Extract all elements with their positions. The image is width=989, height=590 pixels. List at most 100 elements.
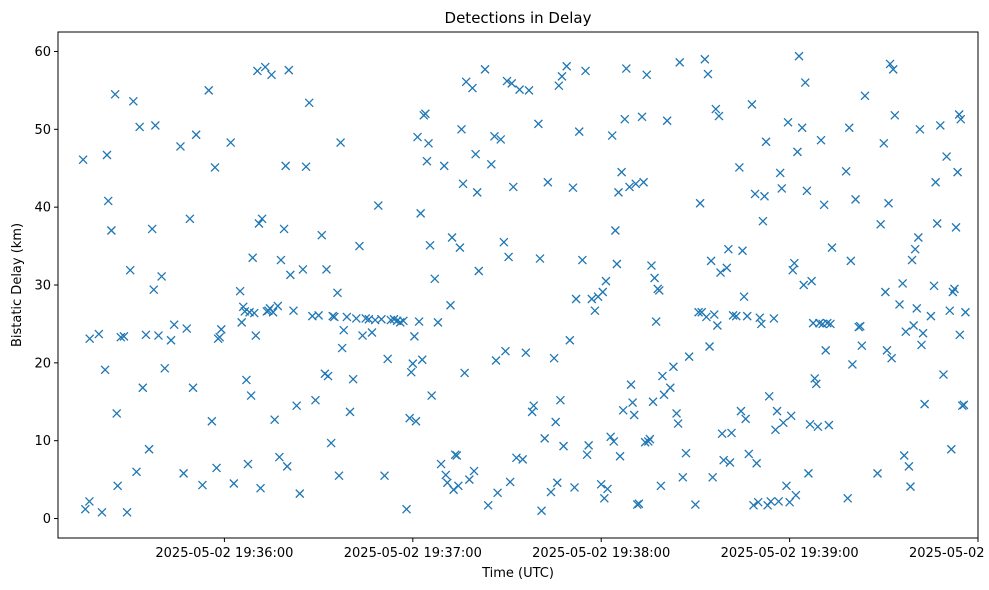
data-point	[135, 122, 145, 132]
y-axis-label: Bistatic Delay (km)	[10, 223, 25, 347]
data-point	[618, 405, 628, 415]
data-point	[317, 230, 327, 240]
data-point	[157, 271, 167, 281]
data-point	[651, 317, 661, 327]
data-point	[103, 196, 113, 206]
data-point	[813, 422, 823, 432]
data-point	[169, 320, 179, 330]
data-point	[106, 226, 116, 235]
data-point	[188, 383, 198, 393]
data-point	[565, 335, 575, 345]
data-point	[304, 98, 314, 108]
data-point	[504, 252, 514, 262]
data-point	[141, 330, 151, 340]
data-points	[78, 51, 970, 517]
data-point	[85, 334, 95, 344]
data-point	[229, 479, 239, 488]
data-point	[559, 441, 568, 451]
data-point	[533, 119, 543, 129]
data-point	[249, 308, 259, 318]
data-point	[491, 356, 501, 365]
data-point	[727, 428, 736, 438]
data-point	[405, 413, 415, 423]
data-point	[708, 472, 718, 482]
data-point	[725, 458, 735, 467]
data-point	[705, 342, 714, 351]
data-point	[690, 500, 700, 509]
data-point	[709, 310, 719, 320]
data-point	[499, 237, 509, 247]
data-point	[621, 64, 631, 74]
data-point	[216, 324, 226, 334]
data-point	[295, 489, 305, 499]
data-point	[753, 497, 763, 507]
data-point	[646, 261, 656, 270]
data-point	[612, 259, 622, 269]
data-point	[797, 123, 807, 133]
data-point	[284, 65, 294, 75]
data-point	[408, 359, 418, 369]
data-point	[125, 265, 135, 275]
data-point	[373, 201, 383, 211]
data-point	[441, 470, 451, 480]
data-point	[424, 138, 433, 148]
data-point	[254, 219, 264, 228]
data-point	[956, 114, 966, 124]
data-point	[955, 330, 965, 340]
data-point	[207, 416, 217, 426]
data-point	[197, 480, 207, 490]
data-point	[601, 276, 611, 286]
data-point	[607, 131, 617, 140]
data-point	[935, 120, 945, 130]
data-point	[119, 331, 129, 341]
data-point	[609, 437, 619, 446]
data-point	[427, 391, 437, 401]
data-point	[825, 319, 835, 329]
data-point	[775, 168, 785, 178]
data-point	[574, 127, 584, 137]
data-point	[960, 307, 970, 317]
y-axis-ticks: 0 10 20 30 40 50 60	[34, 45, 58, 527]
data-point	[256, 483, 265, 493]
data-point	[182, 324, 192, 334]
data-point	[322, 264, 331, 274]
data-point	[257, 214, 267, 224]
data-point	[402, 504, 411, 514]
data-point	[778, 418, 788, 428]
data-point	[582, 450, 592, 460]
data-point	[552, 478, 562, 488]
data-point	[738, 246, 747, 256]
data-point	[80, 504, 90, 514]
data-point	[518, 454, 528, 464]
data-point	[540, 433, 550, 443]
data-point	[634, 499, 644, 509]
data-point	[873, 468, 882, 478]
data-point	[620, 114, 630, 124]
x-tick-label: 2025-05-02 19:37:00	[344, 546, 482, 561]
data-point	[711, 104, 721, 114]
data-point	[626, 380, 636, 390]
data-point	[695, 198, 705, 208]
data-point	[102, 150, 112, 160]
data-point	[665, 383, 675, 393]
data-point	[486, 159, 496, 169]
data-point	[800, 78, 810, 88]
data-point	[808, 318, 818, 328]
data-point	[289, 306, 298, 316]
data-point	[884, 198, 893, 208]
data-point	[543, 177, 553, 187]
data-point	[276, 255, 286, 265]
data-point	[502, 76, 512, 86]
data-point	[912, 303, 922, 313]
x-tick-label: 2025-05-02 19:40:00	[909, 546, 989, 561]
data-point	[241, 375, 251, 385]
data-point	[175, 141, 185, 151]
data-point	[323, 371, 333, 381]
data-point	[625, 182, 634, 192]
data-point	[455, 243, 465, 253]
data-point	[94, 329, 104, 339]
data-point	[882, 345, 892, 355]
data-point	[615, 451, 625, 461]
x-axis-ticks: 2025-05-02 19:36:00 2025-05-02 19:37:00 20…	[155, 538, 989, 561]
data-point	[650, 273, 660, 283]
